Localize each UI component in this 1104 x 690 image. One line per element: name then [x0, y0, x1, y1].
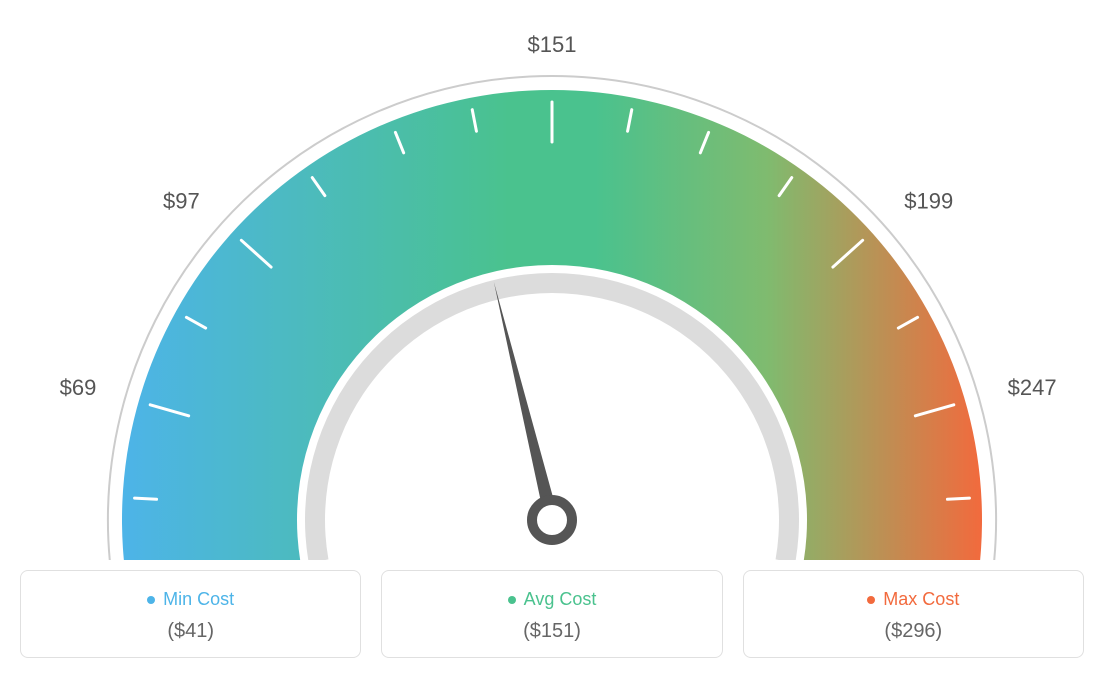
legend-min-label: Min Cost: [147, 589, 234, 610]
legend-max-label: Max Cost: [867, 589, 959, 610]
gauge-chart: $41$69$97$151$199$247$296: [20, 20, 1084, 560]
legend-avg-label: Avg Cost: [508, 589, 597, 610]
legend-max-card: Max Cost ($296): [743, 570, 1084, 658]
legend-avg-dot: [508, 596, 516, 604]
svg-text:$199: $199: [904, 189, 953, 214]
legend-max-dot: [867, 596, 875, 604]
legend-min-value: ($41): [31, 620, 350, 643]
legend-max-label-text: Max Cost: [883, 589, 959, 610]
legend-avg-card: Avg Cost ($151): [381, 570, 722, 658]
svg-text:$69: $69: [60, 375, 97, 400]
svg-text:$97: $97: [163, 189, 200, 214]
cost-gauge-widget: $41$69$97$151$199$247$296 Min Cost ($41)…: [20, 20, 1084, 658]
legend-row: Min Cost ($41) Avg Cost ($151) Max Cost …: [20, 570, 1084, 658]
legend-min-card: Min Cost ($41): [20, 570, 361, 658]
legend-min-dot: [147, 596, 155, 604]
svg-text:$247: $247: [1008, 375, 1057, 400]
legend-avg-label-text: Avg Cost: [524, 589, 597, 610]
legend-avg-value: ($151): [392, 620, 711, 643]
svg-text:$151: $151: [528, 32, 577, 57]
legend-min-label-text: Min Cost: [163, 589, 234, 610]
legend-max-value: ($296): [754, 620, 1073, 643]
